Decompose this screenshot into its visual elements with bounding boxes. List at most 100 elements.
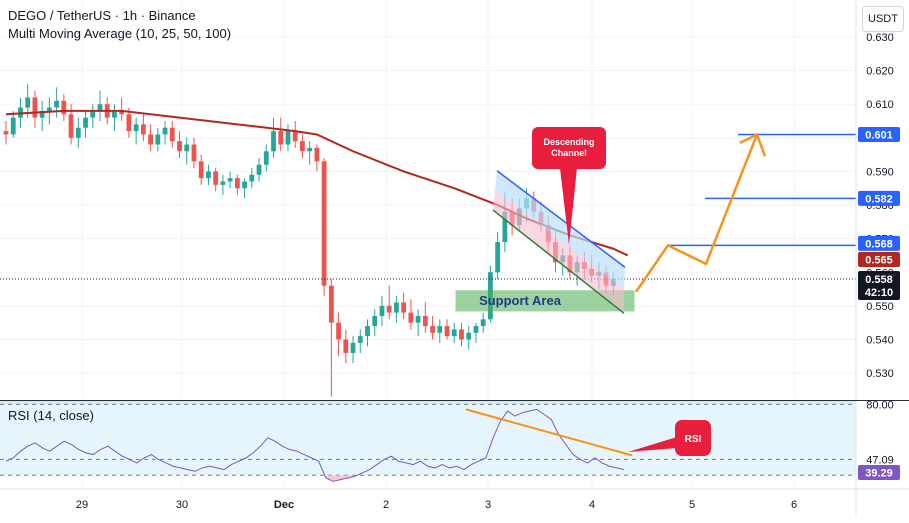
candle-body <box>365 326 370 337</box>
price-badge-568-bg <box>858 235 900 251</box>
candle-body <box>415 315 421 323</box>
candle <box>444 319 450 340</box>
candle <box>415 309 421 337</box>
callout-text-line: Descending <box>543 137 594 147</box>
candle-body <box>444 326 450 337</box>
price-tick-label: 0.530 <box>866 368 894 380</box>
channel-upper-fill <box>495 170 625 290</box>
candle-body <box>350 342 356 353</box>
price-badge-601: 0.601 <box>858 126 900 142</box>
candle <box>169 121 175 148</box>
price-badge-601-bg <box>858 126 900 142</box>
candle <box>473 322 479 343</box>
candle-body <box>430 326 435 333</box>
candle-body <box>220 181 226 185</box>
countdown-text: 42:10 <box>865 287 893 299</box>
candle <box>357 329 363 353</box>
candle-body <box>321 161 327 286</box>
candle-body <box>495 242 501 273</box>
candle <box>227 171 233 189</box>
candle-body <box>227 178 233 182</box>
candle-body <box>480 319 486 327</box>
rsi-legend[interactable]: RSI (14, close) <box>8 408 94 423</box>
candle-body <box>83 117 88 128</box>
time-tick-label: 2 <box>383 499 389 511</box>
candle-body <box>336 322 341 340</box>
currency-button[interactable]: USDT <box>862 6 904 32</box>
candle-body <box>90 110 96 118</box>
candle <box>249 168 255 189</box>
candle-body <box>466 332 472 340</box>
candle-body <box>177 141 182 152</box>
candle-body <box>459 329 464 340</box>
candle <box>314 144 320 172</box>
candle-body <box>379 305 385 316</box>
candle-body <box>473 326 479 333</box>
candle <box>3 121 9 145</box>
candle <box>140 114 146 142</box>
price-tick-label: 0.620 <box>866 66 894 78</box>
time-tick-label: 5 <box>689 499 695 511</box>
candle <box>328 278 334 397</box>
candle-body <box>502 211 508 243</box>
support-area-label: Support Area <box>479 293 562 308</box>
rsi-tick-label: 80.00 <box>866 399 894 411</box>
candle <box>307 141 313 165</box>
callout-pointer <box>560 168 577 245</box>
candle <box>177 131 182 158</box>
callout-box <box>532 127 606 169</box>
candle <box>242 178 247 199</box>
price-badge-582: 0.582 <box>858 190 900 206</box>
candle-body <box>249 174 255 182</box>
candle-body <box>46 107 52 111</box>
candle <box>430 315 435 340</box>
time-tick-label: 4 <box>589 499 595 511</box>
candle <box>32 90 38 128</box>
candle <box>480 312 486 333</box>
candle-body <box>278 131 284 145</box>
projection-arrowhead <box>739 132 767 157</box>
price-tick-label: 0.610 <box>866 99 894 111</box>
candle-body <box>25 97 31 108</box>
candle <box>133 117 139 145</box>
candle-body <box>10 117 16 135</box>
rsi-band <box>0 404 856 476</box>
candle <box>394 295 399 323</box>
ma-value-badge: 0.565 <box>858 251 900 267</box>
rsi-callout-box <box>675 420 711 456</box>
candle-body <box>401 302 407 313</box>
symbol-title[interactable]: DEGO / TetherUS · 1h · Binance <box>8 8 196 23</box>
candle-body <box>307 147 313 152</box>
rsi-callout-text: RSI <box>685 434 702 445</box>
rsi-background <box>0 401 856 476</box>
candle <box>220 174 226 195</box>
candle <box>466 326 472 350</box>
candle-body <box>386 305 392 313</box>
descending-channel <box>492 170 626 314</box>
channel-upper-line <box>496 170 626 268</box>
candle <box>162 121 168 145</box>
chart-legend: DEGO / TetherUS · 1h · Binance Multi Mov… <box>8 7 231 43</box>
candle-body <box>206 171 211 179</box>
candle <box>112 104 117 132</box>
candle-body <box>242 181 247 189</box>
candle <box>39 100 45 132</box>
candle <box>437 319 443 343</box>
candle-body <box>300 141 305 152</box>
candle-body <box>234 178 240 189</box>
candle-body <box>213 171 219 185</box>
candle <box>97 90 103 122</box>
candle-body <box>394 302 399 313</box>
candle-body <box>256 164 262 175</box>
time-tick-label: Dec <box>274 499 294 511</box>
candle-body <box>112 110 117 118</box>
candle <box>336 312 341 357</box>
candle-body <box>148 134 153 145</box>
indicator-legend[interactable]: Multi Moving Average (10, 25, 50, 100) <box>8 26 232 41</box>
